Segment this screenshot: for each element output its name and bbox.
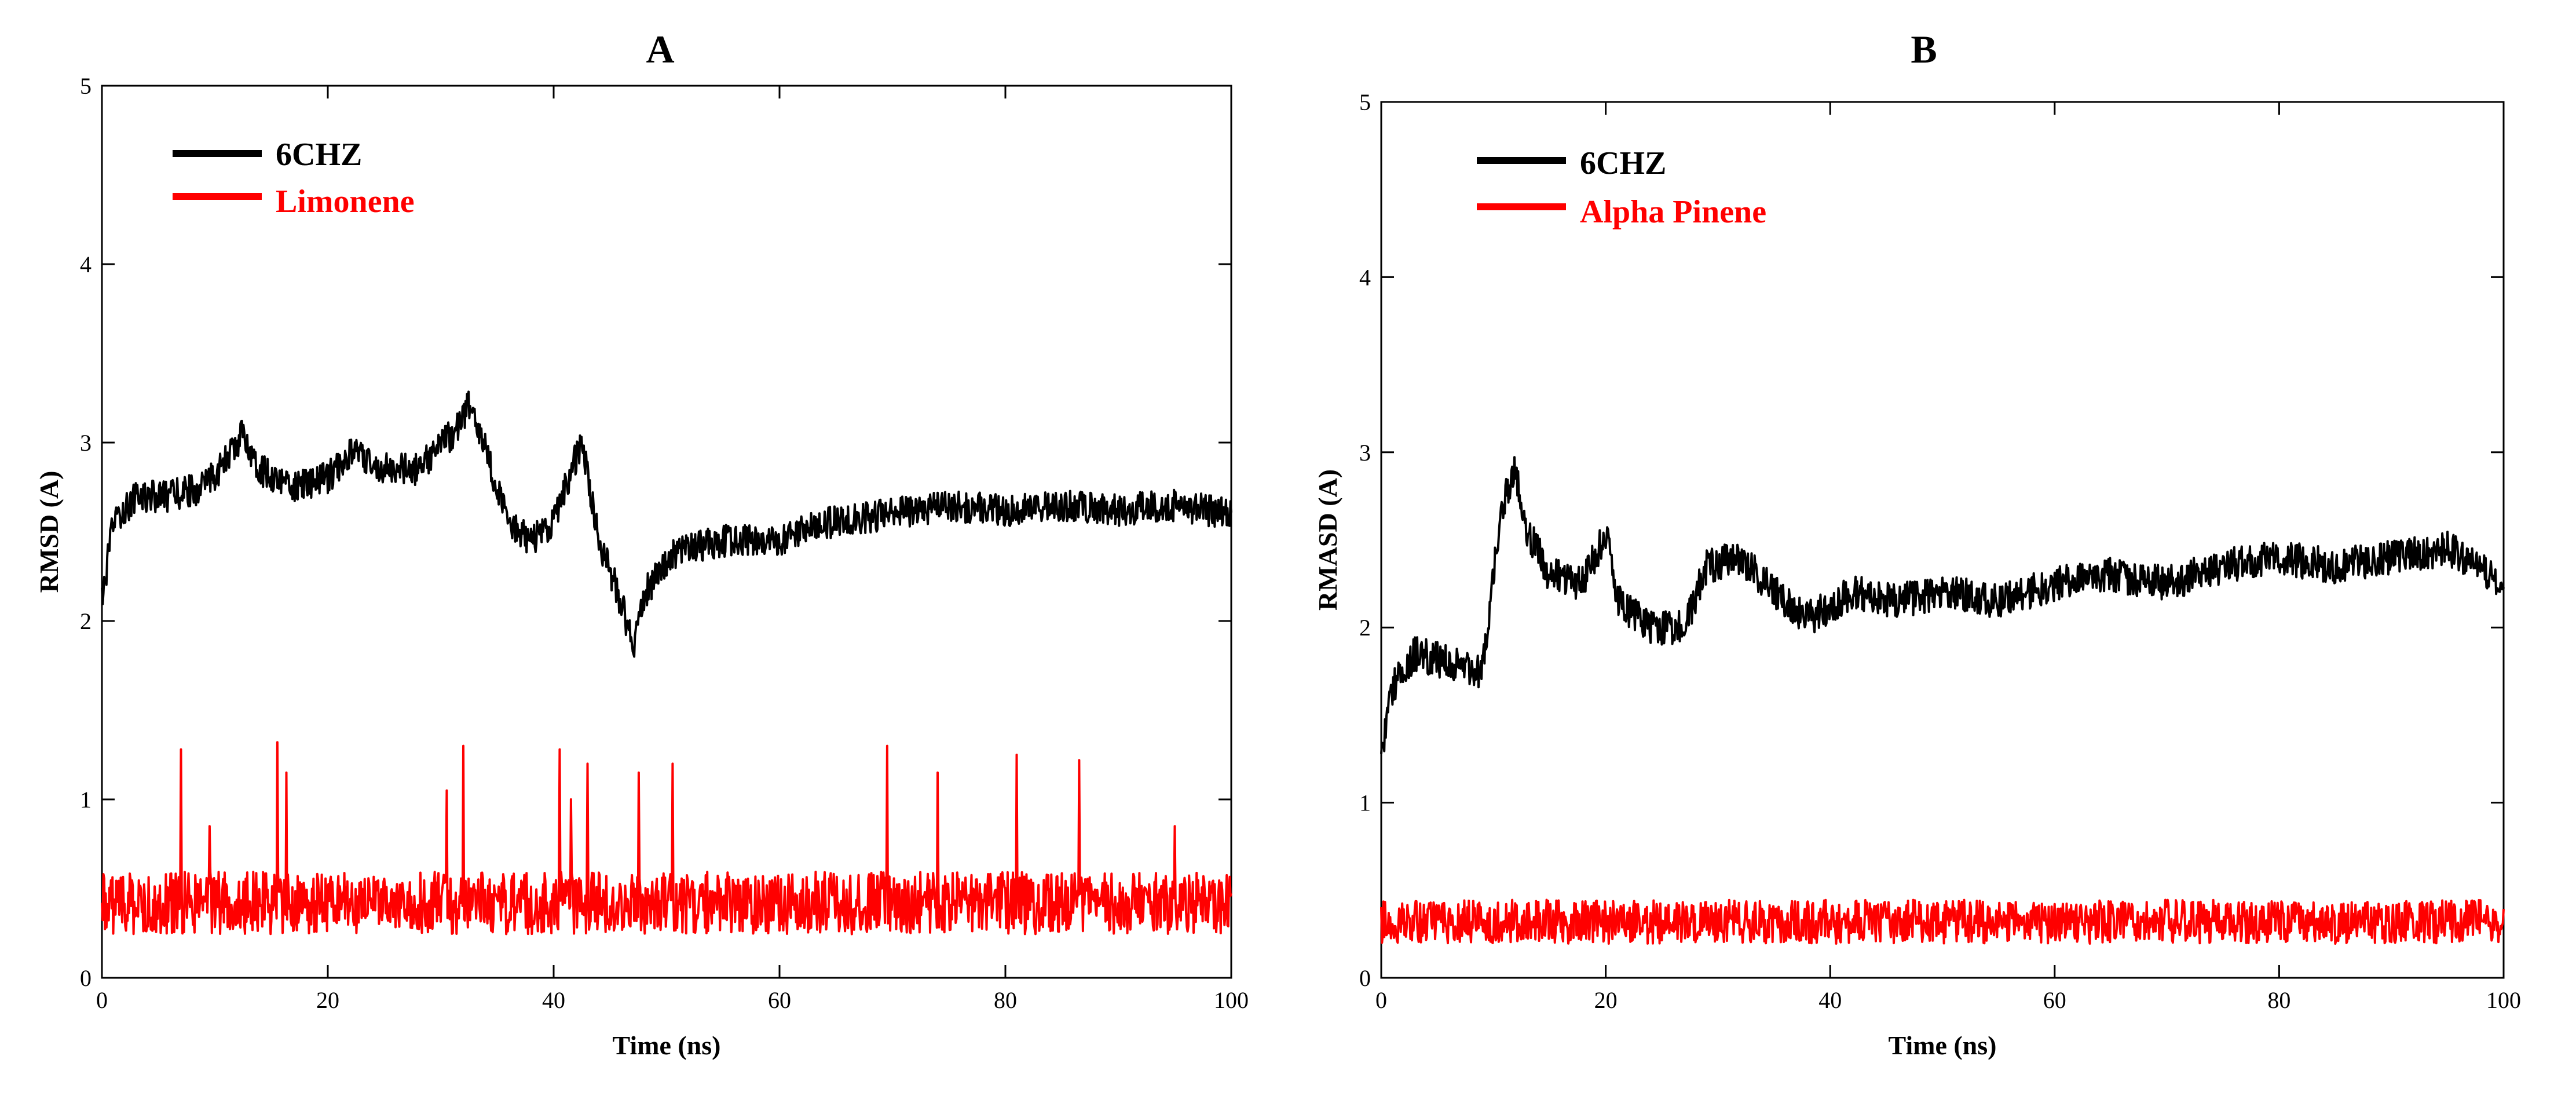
panel-b-ytick-label: 5 — [1359, 89, 1371, 115]
panel-b-label: B — [1911, 27, 1937, 71]
panel-a-ticks: 0 20 40 60 80 100 0 1 2 3 4 5 — [80, 73, 1249, 1013]
panel-b-series-alpha-pinene — [1380, 898, 2505, 945]
panel-b-legend-label-alpha-pinene: Alpha Pinene — [1580, 194, 1766, 230]
panel-a-ytick-label: 2 — [80, 608, 92, 634]
panel-a-legend-label-6chz: 6CHZ — [276, 137, 362, 173]
panel-a-legend: 6CHZ Limonene — [173, 137, 415, 220]
panel-b-xtick-label: 100 — [2486, 987, 2521, 1013]
panel-a-xtick-label: 0 — [96, 987, 108, 1013]
panel-a-ytick-label: 1 — [80, 787, 92, 813]
panel-b-xtick-label: 20 — [1594, 987, 1618, 1013]
panel-b-xtick-label: 0 — [1375, 987, 1387, 1013]
panel-b-xtick-label: 60 — [2043, 987, 2066, 1013]
panel-a-series — [101, 390, 1232, 936]
panel-b-plot-frame — [1380, 101, 2505, 979]
panel-b-legend: 6CHZ Alpha Pinene — [1477, 145, 1766, 230]
panel-b-ytick-label: 3 — [1359, 440, 1371, 466]
panel-b-ticks: 0 20 40 60 80 100 0 1 2 3 4 5 — [1359, 89, 2521, 1013]
panel-a-legend-label-limonene: Limonene — [276, 184, 415, 220]
panel-b-ytick-label: 4 — [1359, 264, 1371, 290]
panel-a-ytick-label: 0 — [80, 965, 92, 991]
panel-a-xtick-label: 80 — [994, 987, 1017, 1013]
panel-b-ytick-label: 2 — [1359, 615, 1371, 641]
panel-b-ylabel: RMASD (A) — [1313, 469, 1342, 611]
panel-a-ylabel: RMSD (A) — [34, 471, 64, 593]
panel-a-xtick-label: 60 — [768, 987, 791, 1013]
panel-a-series-limonene — [101, 741, 1232, 936]
panel-b-xtick-label: 40 — [1818, 987, 1842, 1013]
panel-a-ytick-label: 3 — [80, 430, 92, 456]
panel-a-xtick-label: 20 — [316, 987, 339, 1013]
panel-a-label: A — [646, 27, 674, 71]
panel-b-legend-label-6chz: 6CHZ — [1580, 145, 1666, 181]
panel-a-plot-frame — [101, 85, 1232, 979]
panel-b-ytick-label: 0 — [1359, 965, 1371, 991]
panel-a-xlabel: Time (ns) — [613, 1031, 721, 1060]
panel-a-xtick-label: 40 — [542, 987, 565, 1013]
panel-b-xtick-label: 80 — [2267, 987, 2290, 1013]
panel-b-xlabel: Time (ns) — [1889, 1031, 1997, 1060]
panel-a-series-6chz — [101, 390, 1232, 658]
panel-a-xtick-label: 100 — [1214, 987, 1249, 1013]
panel-b-series-6chz — [1380, 456, 2505, 754]
panel-b-ytick-label: 1 — [1359, 790, 1371, 816]
panel-b: B 0 20 40 60 80 100 0 1 2 3 4 5 Time (ns) RMASD (A)… — [1313, 27, 2521, 1060]
panel-a-ytick-label: 4 — [80, 251, 92, 277]
panel-b-series — [1380, 456, 2505, 945]
panel-a-ytick-label: 5 — [80, 73, 92, 99]
